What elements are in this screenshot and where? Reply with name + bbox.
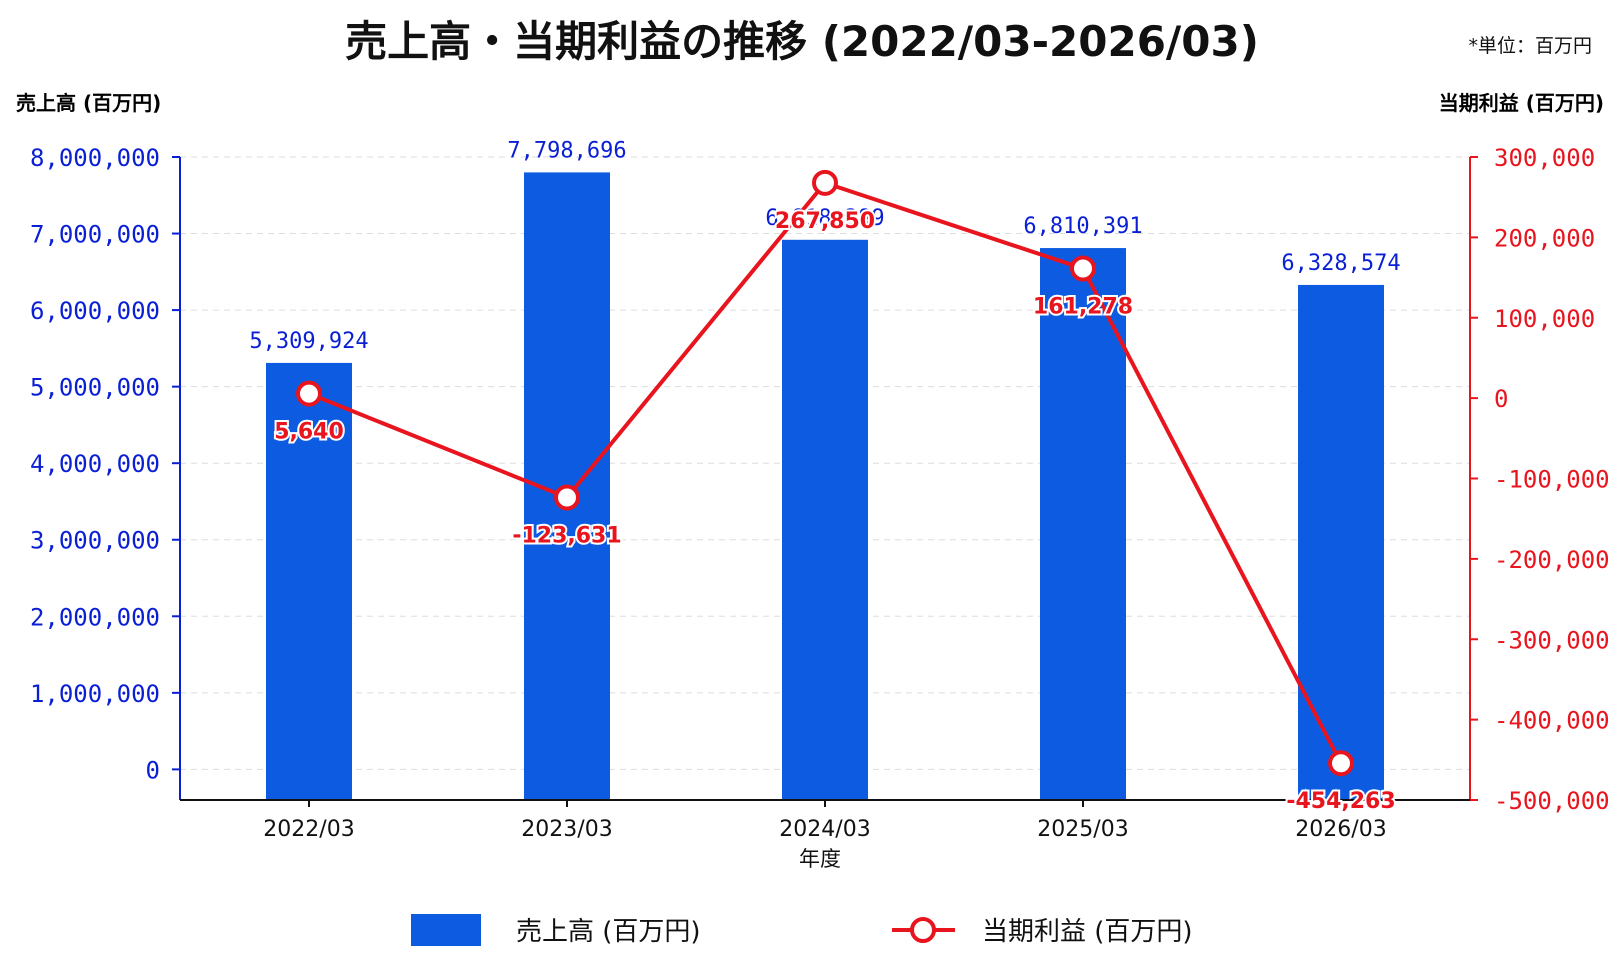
right-axis-title: 当期利益 (百万円) — [1439, 91, 1604, 115]
bar-value-labels: 5,309,924 7,798,696 6,918,389 6,810,391 6,32… — [249, 138, 1400, 354]
profit-label-2023/03: -123,631 — [512, 523, 621, 548]
x-ticks: 2022/03 2023/03 2024/03 2025/03 2026/03 — [263, 800, 1387, 842]
legend-bar-label: 売上高 (百万円) — [516, 917, 701, 947]
chart-title: 売上高・当期利益の推移 (2022/03-2026/03) — [345, 17, 1259, 66]
left-tick-label-3: 3,000,000 — [30, 527, 160, 555]
legend: 売上高 (百万円) 当期利益 (百万円) — [411, 914, 1193, 947]
profit-point-2025/03 — [1070, 255, 1096, 282]
line-value-labels: 5,640 -123,631 267,850 161,278 -454,263 — [272, 207, 1397, 816]
left-tick-label-1: 1,000,000 — [30, 680, 160, 708]
left-tick-label-0: 0 — [146, 756, 160, 784]
left-tick-label-6: 6,000,000 — [30, 297, 160, 325]
profit-label-2022/03: 5,640 — [274, 420, 344, 445]
profit-point-2023/03 — [554, 484, 580, 511]
right-tick-label-1: 200,000 — [1494, 224, 1595, 252]
right-tick-label-0: 300,000 — [1494, 144, 1595, 172]
profit-point-2022/03 — [296, 380, 322, 407]
right-tick-label-2: 100,000 — [1494, 305, 1595, 333]
line-series — [296, 169, 1354, 777]
right-tick-label-5: -200,000 — [1494, 546, 1610, 574]
right-tick-label-6: -300,000 — [1494, 626, 1610, 654]
bar-2026/03 — [1298, 284, 1384, 800]
profit-label-2025/03: 161,278 — [1033, 294, 1133, 319]
legend-line-marker — [910, 917, 936, 943]
profit-point-2026/03 — [1328, 750, 1354, 777]
left-tick-label-5: 5,000,000 — [30, 374, 160, 402]
x-tick-label-2024/03: 2024/03 — [779, 817, 870, 842]
profit-point-2024/03 — [812, 169, 838, 196]
left-axis-title: 売上高 (百万円) — [16, 91, 161, 115]
left-tick-label-4: 4,000,000 — [30, 450, 160, 478]
x-tick-label-2022/03: 2022/03 — [263, 817, 354, 842]
x-tick-label-2026/03: 2026/03 — [1295, 817, 1386, 842]
gridlines — [180, 156, 1470, 770]
legend-bar-swatch — [411, 914, 481, 946]
bar-series — [266, 172, 1384, 801]
bar-label-2026/03: 6,328,574 — [1281, 251, 1400, 276]
right-tick-label-3: 0 — [1494, 385, 1508, 413]
right-tick-label-7: -400,000 — [1494, 707, 1610, 735]
bar-2022/03 — [266, 362, 352, 800]
profit-label-2024/03: 267,850 — [775, 209, 875, 234]
bar-2024/03 — [782, 239, 868, 801]
bar-label-2023/03: 7,798,696 — [507, 138, 626, 163]
right-tick-label-4: -100,000 — [1494, 466, 1610, 494]
left-tick-label-2: 2,000,000 — [30, 603, 160, 631]
bar-label-2024/03: 6,918,389 — [765, 206, 884, 231]
unit-note: *単位：百万円 — [1468, 35, 1592, 57]
bar-label-2022/03: 5,309,924 — [249, 329, 368, 354]
x-tick-label-2023/03: 2023/03 — [521, 817, 612, 842]
bar-2025/03 — [1040, 248, 1126, 800]
profit-label-2026/03: -454,263 — [1286, 789, 1395, 814]
bar-label-2025/03: 6,810,391 — [1023, 214, 1142, 239]
left-tick-label-7: 7,000,000 — [30, 221, 160, 249]
right-tick-label-8: -500,000 — [1494, 787, 1610, 815]
legend-line-label: 当期利益 (百万円) — [982, 917, 1193, 947]
left-tick-label-8: 8,000,000 — [30, 144, 160, 172]
x-axis-title: 年度 — [799, 847, 841, 871]
x-tick-label-2025/03: 2025/03 — [1037, 817, 1128, 842]
right-y-ticks: 300,000 200,000 100,000 0 -100,000 -200,000 -3… — [1470, 144, 1610, 815]
left-y-ticks: 0 1,000,000 2,000,000 3,000,000 4,000,000 5,0… — [30, 144, 180, 784]
